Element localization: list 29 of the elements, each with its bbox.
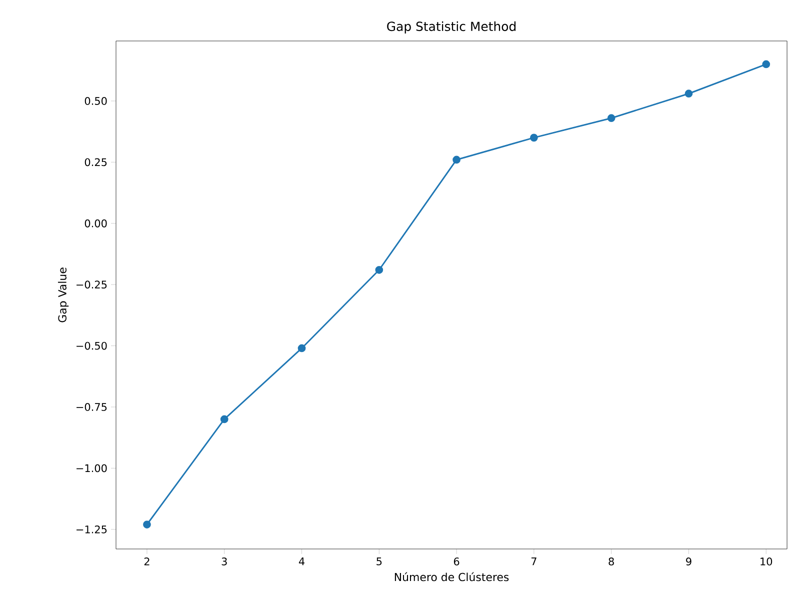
point [375,266,384,274]
x-tick-label: 9 [686,558,692,566]
point [684,90,693,98]
y-tick-label: −0.75 [76,403,107,411]
point [762,60,770,68]
y-tick-label: 0.50 [84,97,107,105]
y-axis-title: Gap Value [58,268,69,322]
x-tick-label: 7 [531,558,536,566]
x-tick-label: 8 [608,558,614,566]
x-tick-label: 5 [376,558,382,566]
y-tick-label: −1.00 [76,464,107,472]
x-tick-label: 4 [298,558,304,566]
x-tick-label: 6 [454,558,460,566]
point [530,134,538,142]
point [452,156,460,164]
point [607,114,616,122]
y-tick-label: −0.50 [76,342,107,350]
point [143,520,151,528]
y-tick-label: 0.25 [84,158,107,166]
y-tick-label: 0.00 [84,219,107,228]
y-tick-label: −1.25 [76,525,107,534]
point [220,415,228,424]
y-tick-label: −0.25 [76,280,107,289]
x-tick-label: 10 [760,558,772,566]
chart-title: Gap Statistic Method [387,21,516,34]
x-axis-title: Número de Clústeres [394,572,509,582]
x-tick-label: 3 [222,558,227,566]
x-tick-label: 2 [144,558,150,566]
point [298,344,306,352]
